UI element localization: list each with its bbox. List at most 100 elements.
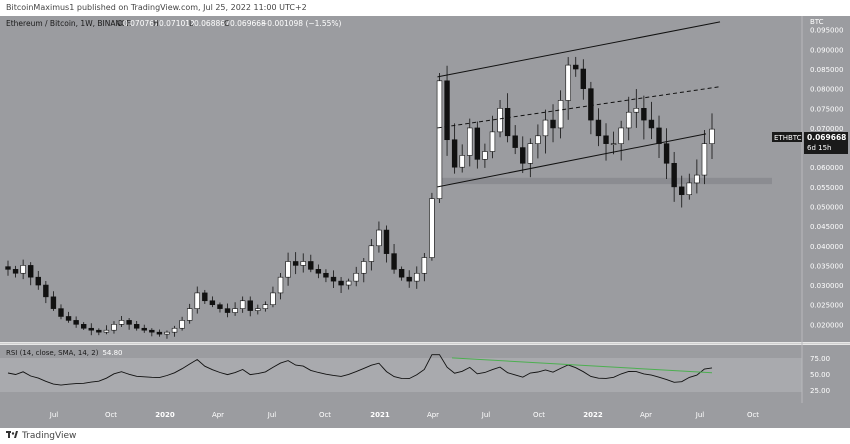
candle-body[interactable] — [28, 265, 34, 278]
candle-body[interactable] — [580, 68, 587, 89]
candle-body[interactable] — [398, 269, 405, 278]
candle-body[interactable] — [345, 280, 352, 286]
candle-body[interactable] — [353, 272, 359, 282]
candle-body[interactable] — [429, 198, 435, 258]
chart-area[interactable]: Ethereum / Bitcoin, 1W, BINANCE O 0.0707… — [0, 16, 850, 428]
candle-body[interactable] — [467, 127, 473, 156]
candle-body[interactable] — [171, 327, 178, 333]
candle-body[interactable] — [520, 147, 526, 164]
candle-body[interactable] — [277, 276, 284, 294]
price-chart[interactable]: Ethereum / Bitcoin, 1W, BINANCE O 0.0707… — [0, 16, 850, 428]
candle-body[interactable] — [368, 245, 375, 262]
candle-body[interactable] — [421, 257, 428, 274]
candle-body[interactable] — [88, 327, 94, 331]
candle-body[interactable] — [656, 127, 662, 144]
candle-body[interactable] — [149, 329, 155, 333]
candle-body[interactable] — [671, 162, 677, 188]
candle-body[interactable] — [709, 128, 715, 144]
candle-body[interactable] — [504, 108, 511, 137]
candle-body[interactable] — [255, 308, 261, 311]
candle-body[interactable] — [65, 316, 72, 321]
candle-body[interactable] — [35, 276, 41, 286]
candle-body[interactable] — [588, 88, 594, 121]
candle-body[interactable] — [292, 261, 299, 266]
candle-body[interactable] — [50, 296, 57, 309]
candle-body[interactable] — [12, 269, 19, 274]
candle-body[interactable] — [512, 135, 518, 148]
time-axis[interactable] — [0, 403, 850, 428]
candle-body[interactable] — [315, 269, 322, 274]
candle-body[interactable] — [43, 284, 49, 298]
candle-body[interactable] — [414, 272, 420, 282]
candle-body[interactable] — [459, 155, 465, 168]
candle-body[interactable] — [701, 143, 708, 176]
candle-body[interactable] — [330, 276, 337, 282]
candle-body[interactable] — [595, 119, 602, 137]
candle-body[interactable] — [489, 131, 496, 152]
candle-body[interactable] — [58, 308, 64, 317]
candle-body[interactable] — [535, 135, 541, 144]
candle-body[interactable] — [73, 320, 79, 325]
candle-body[interactable] — [209, 300, 216, 305]
candle-body[interactable] — [361, 261, 367, 274]
candle-body[interactable] — [164, 331, 170, 335]
candle-body[interactable] — [270, 292, 276, 305]
candle-body[interactable] — [141, 327, 147, 331]
candle-body[interactable] — [444, 80, 450, 141]
candle-body[interactable] — [391, 253, 397, 270]
candle-body[interactable] — [383, 229, 390, 254]
candle-body[interactable] — [550, 119, 556, 129]
candle-body[interactable] — [133, 324, 140, 329]
price-axis[interactable] — [802, 16, 850, 342]
candle-body[interactable] — [323, 272, 329, 278]
candle-body[interactable] — [239, 300, 246, 309]
candle-body[interactable] — [338, 280, 344, 286]
candle-body[interactable] — [663, 143, 670, 164]
candle-body[interactable] — [224, 308, 231, 313]
candle-body[interactable] — [217, 304, 223, 309]
candle-body[interactable] — [232, 308, 238, 313]
candle-body[interactable] — [194, 292, 200, 309]
candle-body[interactable] — [573, 64, 579, 70]
rsi-sma-line[interactable] — [451, 357, 713, 374]
candle-body[interactable] — [96, 329, 102, 333]
candle-body[interactable] — [247, 300, 253, 311]
candle-body[interactable] — [436, 80, 443, 199]
candle-body[interactable] — [565, 64, 571, 101]
candle-body[interactable] — [262, 304, 269, 309]
candle-body[interactable] — [626, 111, 632, 129]
candle-body[interactable] — [482, 151, 488, 160]
candle-body[interactable] — [186, 308, 193, 321]
candle-body[interactable] — [648, 119, 655, 129]
candle-body[interactable] — [603, 135, 609, 144]
candle-body[interactable] — [641, 108, 647, 121]
candle-body[interactable] — [694, 174, 700, 184]
candle-body[interactable] — [20, 265, 26, 274]
candle-body[interactable] — [103, 329, 110, 333]
candle-body[interactable] — [557, 100, 564, 129]
rsi-axis[interactable] — [802, 345, 850, 403]
channel-lower-line[interactable] — [437, 133, 707, 188]
candle-body[interactable] — [285, 261, 291, 278]
candle-body[interactable] — [179, 320, 185, 329]
candle-body[interactable] — [156, 331, 163, 335]
candle-body[interactable] — [474, 127, 481, 160]
candle-body[interactable] — [406, 276, 412, 282]
candle-body[interactable] — [126, 320, 132, 325]
channel-upper-line[interactable] — [437, 21, 721, 78]
candle-body[interactable] — [376, 229, 382, 247]
candle-body[interactable] — [5, 266, 11, 270]
candle-body[interactable] — [618, 127, 624, 144]
candle-body[interactable] — [80, 324, 87, 329]
candle-body[interactable] — [679, 186, 685, 196]
channel-mid-line[interactable] — [437, 86, 721, 129]
candle-body[interactable] — [300, 261, 306, 266]
candle-body[interactable] — [542, 119, 549, 137]
candles[interactable] — [5, 56, 715, 339]
candle-body[interactable] — [610, 143, 617, 145]
candle-body[interactable] — [111, 324, 117, 331]
candle-body[interactable] — [451, 139, 458, 168]
candle-body[interactable] — [527, 143, 534, 164]
candle-body[interactable] — [308, 261, 314, 270]
candle-body[interactable] — [497, 108, 503, 133]
